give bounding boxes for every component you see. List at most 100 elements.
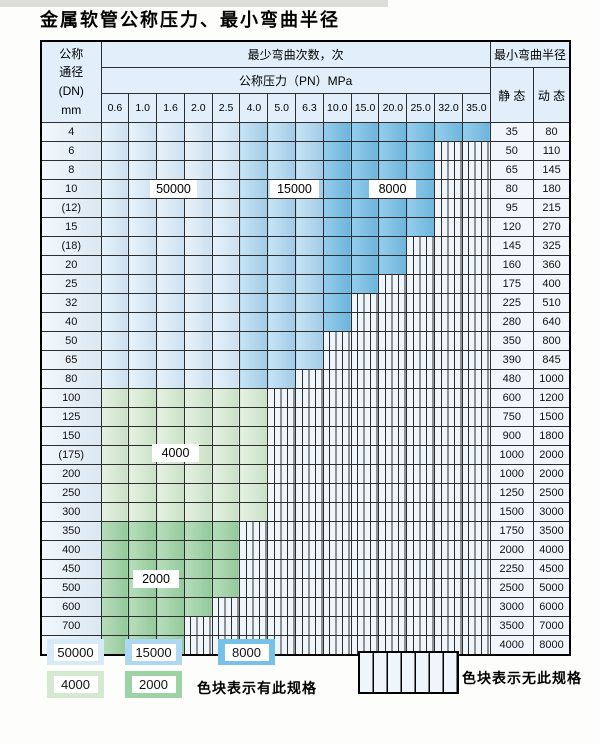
spec-cell bbox=[128, 388, 158, 408]
spec-cell bbox=[156, 293, 185, 313]
no-spec-cell bbox=[406, 464, 436, 484]
spec-cell bbox=[322, 274, 352, 294]
spec-cell bbox=[239, 255, 269, 275]
no-spec-cell bbox=[461, 274, 491, 294]
no-spec-cell bbox=[406, 331, 436, 351]
no-spec-cell bbox=[322, 426, 352, 446]
spec-cell bbox=[183, 274, 213, 294]
no-spec-cell bbox=[461, 141, 491, 161]
spec-cell bbox=[156, 464, 185, 484]
no-spec-cell bbox=[434, 236, 463, 256]
dn-header-line: mm bbox=[61, 102, 82, 117]
dynamic-radius-cell: 1200 bbox=[532, 388, 571, 408]
spec-cell bbox=[239, 236, 269, 256]
dn-cell: 65 bbox=[40, 350, 102, 370]
spec-cell bbox=[434, 122, 463, 142]
no-spec-cell bbox=[267, 502, 297, 522]
no-spec-cell bbox=[295, 407, 324, 427]
no-spec-cell bbox=[434, 141, 463, 161]
spec-cell bbox=[156, 502, 185, 522]
no-spec-cell bbox=[406, 597, 436, 617]
no-spec-cell bbox=[434, 635, 463, 656]
spec-cell bbox=[183, 521, 213, 541]
spec-cell bbox=[100, 255, 130, 275]
spec-cell bbox=[211, 179, 241, 199]
static-radius-cell: 1000 bbox=[489, 445, 534, 465]
spec-cell bbox=[211, 540, 241, 560]
no-spec-cell bbox=[350, 312, 380, 332]
spec-cell bbox=[183, 559, 213, 579]
spec-cell bbox=[295, 122, 324, 142]
spec-cell bbox=[211, 426, 241, 446]
spec-cell bbox=[156, 312, 185, 332]
dynamic-radius-cell: 3000 bbox=[532, 502, 571, 522]
spec-cell bbox=[350, 274, 380, 294]
table-row: 20 160 360 bbox=[40, 255, 571, 275]
no-spec-cell bbox=[378, 559, 408, 579]
spec-cell bbox=[100, 597, 130, 617]
pressure-tick: 6.3 bbox=[295, 93, 324, 123]
no-spec-cell bbox=[350, 616, 380, 636]
spec-cell bbox=[211, 369, 241, 389]
static-radius-cell: 80 bbox=[489, 179, 534, 199]
spec-cell bbox=[378, 141, 408, 161]
spec-cell bbox=[239, 464, 269, 484]
no-spec-cell bbox=[211, 597, 241, 617]
no-spec-cell bbox=[322, 388, 352, 408]
spec-cell bbox=[378, 122, 408, 142]
legend-swatch-label: 8000 bbox=[224, 643, 269, 661]
no-spec-cell bbox=[322, 540, 352, 560]
dynamic-radius-cell: 2000 bbox=[532, 445, 571, 465]
dynamic-radius-cell: 80 bbox=[532, 122, 571, 142]
no-spec-cell bbox=[295, 388, 324, 408]
no-spec-cell bbox=[378, 407, 408, 427]
no-spec-cell bbox=[406, 293, 436, 313]
legend-swatch-2000: 2000 bbox=[125, 671, 182, 698]
pressure-tick: 2.0 bbox=[183, 93, 213, 123]
spec-cell bbox=[211, 274, 241, 294]
spec-cell bbox=[100, 483, 130, 503]
spec-cell bbox=[295, 217, 324, 237]
no-spec-cell bbox=[378, 502, 408, 522]
spec-cell bbox=[128, 331, 158, 351]
no-spec-cell bbox=[461, 426, 491, 446]
spec-cell bbox=[239, 293, 269, 313]
dn-cell: 700 bbox=[40, 616, 102, 636]
no-spec-cell bbox=[434, 483, 463, 503]
no-spec-cell bbox=[434, 616, 463, 636]
spec-cell bbox=[295, 350, 324, 370]
spec-cell bbox=[128, 350, 158, 370]
no-spec-cell bbox=[239, 540, 269, 560]
no-spec-cell bbox=[434, 597, 463, 617]
no-spec-cell bbox=[322, 369, 352, 389]
spec-cell bbox=[156, 407, 185, 427]
spec-cell bbox=[156, 217, 185, 237]
no-spec-cell bbox=[406, 483, 436, 503]
dn-header-line: (DN) bbox=[58, 84, 84, 98]
no-spec-cell bbox=[378, 616, 408, 636]
spec-cell bbox=[211, 160, 241, 180]
spec-cell bbox=[156, 540, 185, 560]
pressure-tick: 10.0 bbox=[322, 93, 352, 123]
spec-cell bbox=[378, 255, 408, 275]
spec-cell bbox=[239, 426, 269, 446]
static-radius-cell: 390 bbox=[489, 350, 534, 370]
table-row: 400 2000 4000 bbox=[40, 540, 571, 560]
no-spec-cell bbox=[350, 464, 380, 484]
no-spec-cell bbox=[378, 464, 408, 484]
spec-cell bbox=[267, 198, 297, 218]
spec-cell bbox=[239, 445, 269, 465]
no-spec-cell bbox=[434, 445, 463, 465]
legend-hatch-box bbox=[358, 651, 459, 694]
table-row: (12) 95 215 bbox=[40, 198, 571, 218]
static-radius-cell: 750 bbox=[489, 407, 534, 427]
table-row: 40 280 640 bbox=[40, 312, 571, 332]
no-spec-cell bbox=[378, 293, 408, 313]
no-spec-cell bbox=[322, 464, 352, 484]
spec-cell bbox=[211, 217, 241, 237]
no-spec-cell bbox=[267, 521, 297, 541]
dynamic-radius-cell: 2000 bbox=[532, 464, 571, 484]
spec-cell bbox=[211, 255, 241, 275]
no-spec-cell bbox=[350, 483, 380, 503]
spec-cell bbox=[239, 122, 269, 142]
